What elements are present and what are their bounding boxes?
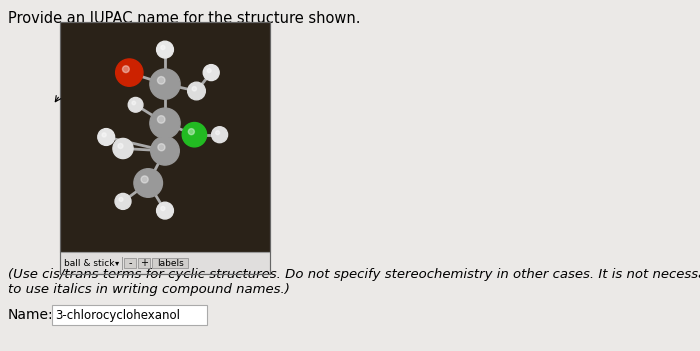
Circle shape — [122, 66, 130, 73]
Text: ball & stick: ball & stick — [64, 258, 115, 267]
Circle shape — [203, 65, 219, 81]
Circle shape — [150, 137, 179, 165]
Text: +: + — [140, 258, 148, 268]
Bar — [152, 258, 188, 268]
Bar — [60, 252, 270, 274]
Bar — [60, 22, 270, 252]
Circle shape — [158, 77, 165, 84]
Circle shape — [158, 144, 165, 151]
Text: 3-chlorocyclohexanol: 3-chlorocyclohexanol — [55, 309, 180, 322]
Circle shape — [182, 122, 206, 147]
Circle shape — [128, 98, 143, 112]
Circle shape — [150, 69, 180, 99]
Text: ▾: ▾ — [115, 258, 119, 267]
Circle shape — [113, 138, 133, 159]
Bar — [60, 22, 270, 274]
Circle shape — [115, 193, 131, 210]
Circle shape — [118, 144, 123, 148]
Circle shape — [192, 87, 197, 91]
Circle shape — [141, 176, 148, 183]
Circle shape — [207, 68, 211, 73]
Text: -: - — [128, 258, 132, 268]
Circle shape — [150, 108, 180, 138]
Circle shape — [98, 128, 115, 145]
Text: Name:: Name: — [8, 308, 54, 322]
Circle shape — [157, 41, 174, 58]
Circle shape — [161, 206, 165, 211]
Circle shape — [132, 101, 136, 105]
Text: labels: labels — [157, 258, 183, 267]
Circle shape — [119, 197, 123, 201]
Circle shape — [134, 169, 162, 197]
Circle shape — [188, 128, 195, 135]
Bar — [138, 258, 150, 268]
Circle shape — [116, 59, 143, 86]
Circle shape — [102, 133, 106, 137]
Circle shape — [161, 45, 165, 49]
Circle shape — [188, 82, 205, 100]
Bar — [52, 305, 207, 325]
Circle shape — [157, 202, 174, 219]
Bar — [124, 258, 136, 268]
Circle shape — [216, 131, 220, 135]
Circle shape — [158, 115, 165, 123]
Text: (Use cis/trans terms for cyclic structures. Do not specify stereochemistry in ot: (Use cis/trans terms for cyclic structur… — [8, 268, 700, 296]
Circle shape — [211, 127, 228, 143]
Text: Provide an IUPAC name for the structure shown.: Provide an IUPAC name for the structure … — [8, 11, 360, 26]
